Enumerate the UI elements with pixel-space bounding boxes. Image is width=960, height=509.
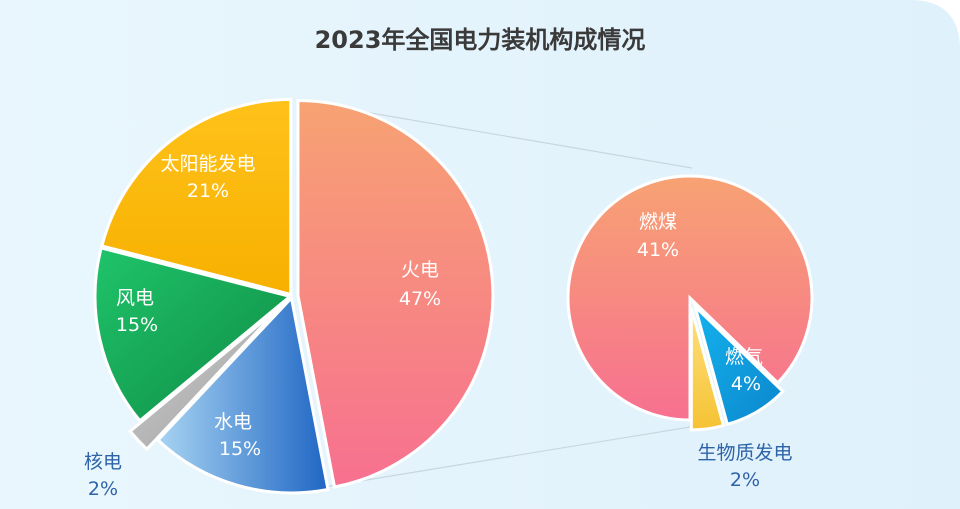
- slice-value-gas: 4%: [731, 373, 761, 395]
- slice-value-nuclear: 2%: [88, 478, 118, 500]
- slice-label-hydro: 水电: [214, 411, 252, 433]
- pie-slice-nuclear: [127, 305, 282, 452]
- pie-slice-hydro: [155, 294, 330, 495]
- slice-label-coal: 燃煤: [639, 211, 677, 233]
- slice-label-gas: 燃气: [725, 346, 763, 368]
- connector-line-bottom: [317, 423, 709, 489]
- pie-slice-gas: [692, 301, 785, 427]
- slice-label-biomass: 生物质发电: [697, 442, 792, 464]
- slice-value-coal: 41%: [637, 239, 679, 261]
- secondary-pie: [566, 174, 814, 432]
- pie-slice-biomass: [689, 307, 726, 432]
- slice-label-wind: 风电: [116, 287, 154, 309]
- pie-slice-thermal: [296, 98, 495, 489]
- connector-line-top: [317, 103, 693, 169]
- pie-slice-wind: [93, 246, 294, 423]
- slice-label-nuclear: 核电: [84, 451, 122, 473]
- slice-value-thermal: 47%: [399, 288, 441, 310]
- slice-value-biomass: 2%: [730, 469, 760, 491]
- pie-slice-coal: [566, 174, 814, 422]
- main-pie: [93, 97, 495, 495]
- slice-label-solar: 太阳能发电: [160, 153, 255, 175]
- slice-value-hydro: 15%: [219, 438, 261, 460]
- chart-title: 2023年全国电力装机构成情况: [315, 26, 646, 54]
- slice-value-solar: 21%: [187, 180, 229, 202]
- slice-label-thermal: 火电: [401, 259, 439, 281]
- slice-value-wind: 15%: [116, 314, 158, 336]
- pie-slice-solar: [100, 97, 293, 297]
- explode-connector-lines: [317, 103, 709, 489]
